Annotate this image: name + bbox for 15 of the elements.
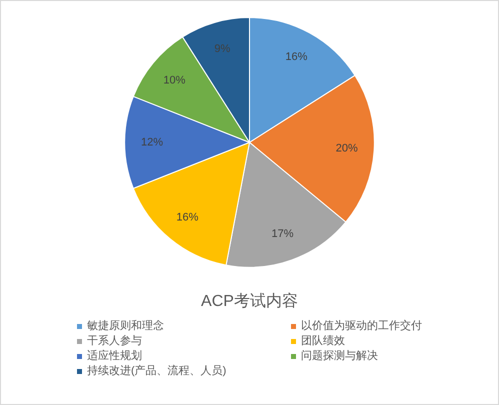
data-label: 17%: [271, 228, 294, 240]
data-label: 12%: [141, 136, 164, 148]
data-label: 16%: [176, 211, 199, 224]
legend-label: 敏捷原则和理念: [87, 319, 164, 333]
data-label: 9%: [214, 42, 230, 55]
legend-label: 持续改进(产品、流程、人员): [87, 364, 226, 378]
legend-label: 团队绩效: [301, 334, 345, 348]
legend-label: 以价值为驱动的工作交付: [301, 319, 422, 333]
data-label: 10%: [163, 74, 186, 86]
data-label: 16%: [285, 51, 308, 64]
text: ACP考试内容: [201, 292, 298, 310]
legend-label: 干系人参与: [87, 334, 142, 348]
data-label: 20%: [336, 142, 358, 155]
legend-label: 问题探测与解决: [301, 349, 378, 363]
legend-label: 适应性规划: [87, 349, 142, 363]
